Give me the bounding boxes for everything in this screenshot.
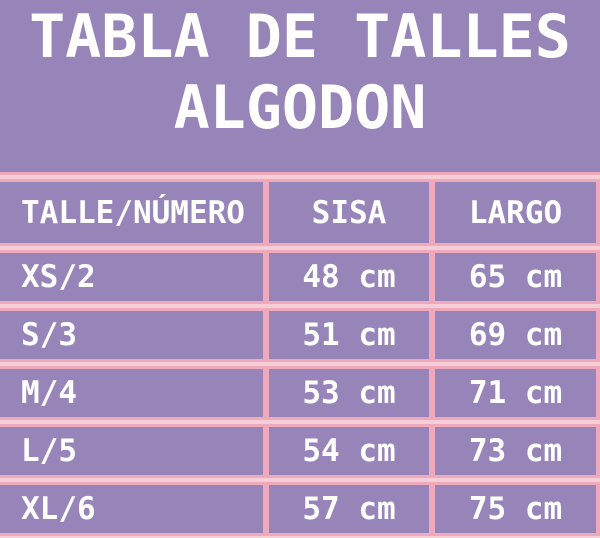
table-row-s: S/3 51 cm 69 cm <box>0 311 600 359</box>
title-line-2: ALGODON <box>173 73 427 143</box>
column-header-sisa: SISA <box>311 194 387 231</box>
title-line-1: TABLA DE TALLES <box>29 2 571 72</box>
table-header-row: TALLE/NÚMERO SISA LARGO <box>0 182 600 243</box>
column-divider <box>429 182 435 243</box>
column-header-talle-numero: TALLE/NÚMERO <box>21 194 245 231</box>
cell-sisa: 57 cm <box>302 491 396 527</box>
column-divider <box>263 369 269 417</box>
cell-largo: 71 cm <box>468 375 563 411</box>
cell-sisa: 53 cm <box>302 375 396 411</box>
row-divider <box>0 301 600 311</box>
table-row-m: M/4 53 cm 71 cm <box>0 369 600 417</box>
cell-sisa: 48 cm <box>302 259 396 295</box>
row-divider <box>0 417 600 427</box>
cell-talle: S/3 <box>21 317 77 353</box>
table-right-border <box>596 182 600 243</box>
table-row-l: L/5 54 cm 73 cm <box>0 427 600 475</box>
table-row-xs: XS/2 48 cm 65 cm <box>0 253 600 301</box>
column-header-largo: LARGO <box>468 194 563 231</box>
column-divider <box>429 369 435 417</box>
table-right-border <box>596 253 600 301</box>
cell-largo: 69 cm <box>468 317 563 353</box>
column-divider <box>429 427 435 475</box>
cell-talle: XS/2 <box>21 259 96 295</box>
column-divider <box>429 311 435 359</box>
cell-talle: M/4 <box>21 375 77 411</box>
size-table: TALLE/NÚMERO SISA LARGO XS/2 48 cm 65 cm… <box>0 172 600 538</box>
column-divider <box>429 253 435 301</box>
column-divider <box>263 253 269 301</box>
cell-largo: 73 cm <box>468 433 563 469</box>
cell-talle: L/5 <box>21 433 77 469</box>
table-row-xl: XL/6 57 cm 75 cm <box>0 485 600 533</box>
table-right-border <box>596 369 600 417</box>
column-divider <box>263 485 269 533</box>
table-right-border <box>596 485 600 533</box>
row-divider <box>0 359 600 369</box>
row-divider <box>0 475 600 485</box>
cell-sisa: 51 cm <box>302 317 396 353</box>
column-divider <box>263 182 269 243</box>
column-divider <box>263 311 269 359</box>
cell-talle: XL/6 <box>21 491 96 527</box>
column-divider <box>429 485 435 533</box>
column-divider <box>263 427 269 475</box>
cell-largo: 65 cm <box>468 259 563 295</box>
table-top-border <box>0 172 600 182</box>
cell-largo: 75 cm <box>468 491 563 527</box>
table-bottom-border <box>0 533 600 538</box>
page-title: TABLA DE TALLES ALGODON <box>0 0 600 144</box>
row-divider <box>0 243 600 253</box>
table-right-border <box>596 427 600 475</box>
cell-sisa: 54 cm <box>302 433 396 469</box>
table-right-border <box>596 311 600 359</box>
